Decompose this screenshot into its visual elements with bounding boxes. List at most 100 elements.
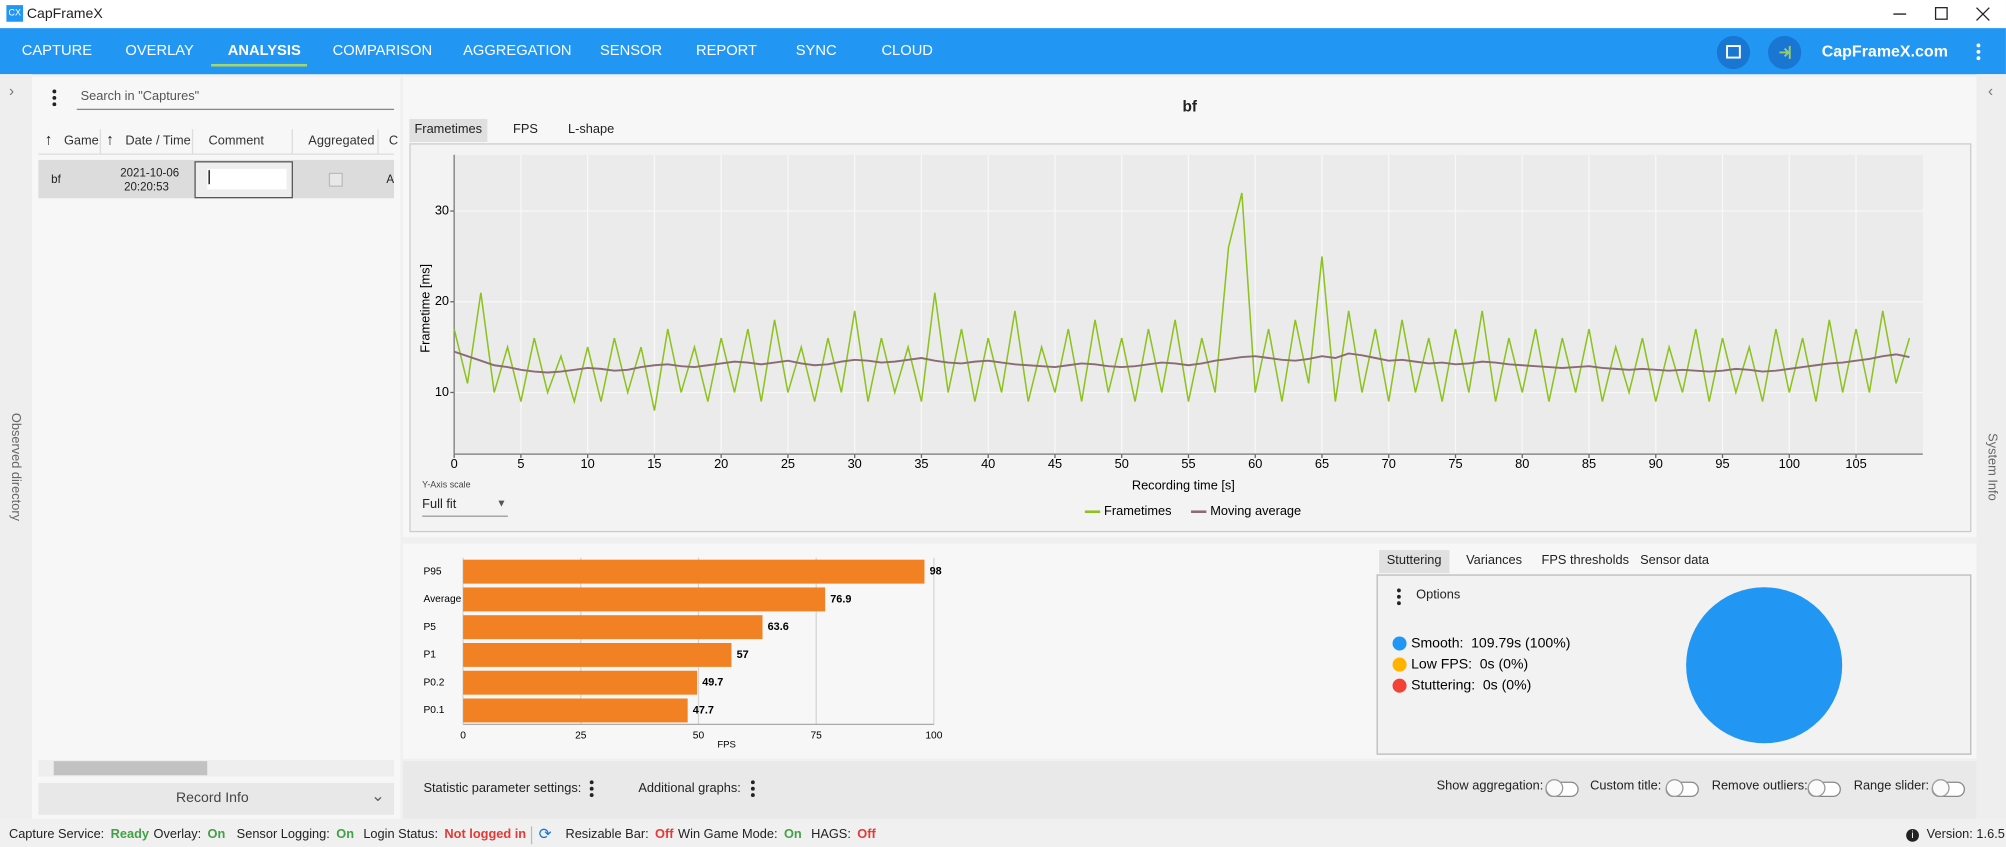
chart-tab[interactable]: L-shape <box>568 122 615 137</box>
options-label[interactable]: Options <box>1416 588 1461 603</box>
stutter-box <box>1376 574 1972 755</box>
right-strip <box>1976 74 2006 819</box>
record-info[interactable]: Record Info <box>175 790 249 806</box>
stats-tab[interactable]: Variances <box>1466 553 1523 569</box>
record-title: bf <box>1182 97 1197 116</box>
statistic-menu[interactable] <box>589 780 594 799</box>
captures-panel <box>31 76 401 819</box>
refresh-icon[interactable]: ⟳ <box>538 825 552 844</box>
status-label: Login Status: <box>363 827 439 842</box>
status-value: On <box>207 827 226 842</box>
toggle[interactable] <box>1931 779 1966 798</box>
nav-tab[interactable]: CLOUD <box>881 43 933 59</box>
status-label: HAGS: <box>811 827 851 842</box>
status-separator <box>530 826 533 845</box>
footer-bar <box>402 761 1977 819</box>
toggle-label: Range slider: <box>1853 779 1930 794</box>
column-divider <box>377 129 379 154</box>
table-header <box>38 128 395 155</box>
toggle[interactable] <box>1545 779 1579 798</box>
active-tab-underline <box>211 63 308 67</box>
chart-tab[interactable]: Frametimes <box>409 118 488 143</box>
title-bar <box>0 0 2006 29</box>
chart-frame <box>409 143 1972 533</box>
left-strip <box>0 74 32 819</box>
status-value: Off <box>655 827 674 842</box>
status-value: Not logged in <box>444 827 527 842</box>
status-item: Win Game Mode: On <box>678 828 802 842</box>
record-info-bar[interactable] <box>38 782 395 815</box>
column-header[interactable]: C <box>388 134 399 149</box>
column-divider <box>291 129 293 154</box>
expand-left[interactable]: › <box>8 81 15 100</box>
cell-next: A <box>386 172 395 186</box>
nav-tab[interactable]: AGGREGATION <box>463 43 572 59</box>
status-item: Resizable Bar: Off <box>565 828 673 842</box>
status-label: Win Game Mode: <box>678 827 778 842</box>
column-header[interactable]: Aggregated <box>308 134 375 149</box>
column-header[interactable]: Date / Time <box>125 134 191 149</box>
toggle[interactable] <box>1807 779 1841 798</box>
nav-tab[interactable]: SENSOR <box>599 43 663 59</box>
app-icon: CX <box>6 5 24 22</box>
status-label: Resizable Bar: <box>565 827 649 842</box>
aggregated-checkbox[interactable] <box>328 172 343 187</box>
expand-right[interactable]: ‹ <box>1988 81 1994 100</box>
y-scale-dropdown[interactable]: Full fit <box>422 497 457 512</box>
column-header[interactable]: Game <box>63 134 99 149</box>
nav-tab[interactable]: COMPARISON <box>332 43 433 59</box>
status-value: On <box>783 827 802 842</box>
sidebar-label[interactable]: System Info <box>1984 433 1999 501</box>
stats-tab[interactable]: FPS thresholds <box>1541 553 1630 569</box>
status-label: Sensor Logging: <box>236 827 330 842</box>
status-item: HAGS: Off <box>811 828 876 842</box>
sort-arrow[interactable]: ↑ <box>44 130 53 149</box>
dropdown-arrow[interactable]: ▼ <box>496 497 507 510</box>
status-item: Sensor Logging: On <box>237 828 354 842</box>
cell-game: bf <box>51 172 61 186</box>
stats-tab[interactable]: Sensor data <box>1640 553 1710 569</box>
status-value: On <box>336 827 355 842</box>
status-label: Overlay: <box>153 827 202 842</box>
y-scale-label: Y-Axis scale <box>422 481 471 490</box>
statistic-settings: Statistic parameter settings: <box>423 781 582 796</box>
graphs-menu[interactable] <box>750 780 755 799</box>
column-header[interactable]: Comment <box>208 134 264 149</box>
nav-tab[interactable]: SYNC <box>795 43 837 59</box>
status-item: Login Status: Not logged in <box>363 828 526 842</box>
nav-tab[interactable]: OVERLAY <box>125 43 194 59</box>
site-link[interactable]: CapFrameX.com <box>1821 42 1948 61</box>
dropdown-underline <box>422 515 508 517</box>
stats-tab[interactable]: Stuttering <box>1379 550 1450 574</box>
captures-menu[interactable] <box>52 89 57 109</box>
stutter-menu[interactable] <box>1396 588 1401 607</box>
status-label: Capture Service: <box>8 827 105 842</box>
window-controls[interactable] <box>1881 0 2006 28</box>
nav-tab[interactable]: ANALYSIS <box>227 43 301 59</box>
chart-tab[interactable]: FPS <box>512 122 538 137</box>
comment-cell[interactable] <box>194 161 293 199</box>
cell-date: 2021-10-06 <box>120 166 180 180</box>
info-icon[interactable]: i <box>1906 828 1919 842</box>
additional-graphs: Additional graphs: <box>638 781 741 796</box>
toggle[interactable] <box>1665 779 1699 798</box>
status-item: Overlay: On <box>154 828 226 842</box>
status-value: Off <box>857 827 876 842</box>
nav-tab[interactable]: REPORT <box>695 43 757 59</box>
cell-time: 20:20:53 <box>124 180 169 194</box>
sidebar-label[interactable]: Observed directory <box>8 412 23 521</box>
search-input[interactable]: Search in "Captures" <box>80 89 200 104</box>
nav-tab[interactable]: CAPTURE <box>21 43 93 59</box>
record-info-chevron[interactable]: ⌄ <box>370 785 385 805</box>
column-divider <box>191 129 194 154</box>
toggle-label: Custom title: <box>1590 779 1662 794</box>
column-divider <box>99 129 102 154</box>
window-title: CapFrameX <box>26 6 103 22</box>
scrollbar[interactable] <box>38 759 395 777</box>
toggle-label: Remove outliers: <box>1711 779 1808 794</box>
sort-arrow[interactable]: ↑ <box>106 130 114 149</box>
nav-menu[interactable] <box>1976 43 1981 62</box>
toggle-label: Show aggregation: <box>1436 779 1544 794</box>
nav-buttons[interactable] <box>1714 35 1804 71</box>
